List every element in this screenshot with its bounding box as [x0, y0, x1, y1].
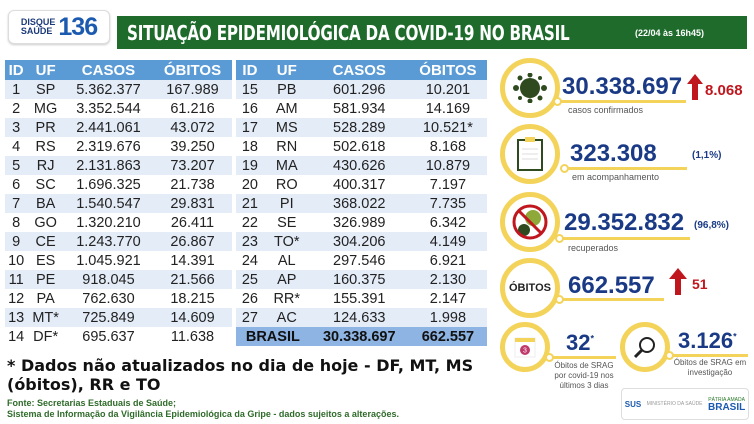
states-table-left: ID UF CASOS ÓBITOS 1 SP 5.362.377 167.989 2 MG 3.…: [5, 60, 232, 346]
table-row: 23 TO* 304.206 4.149: [236, 232, 487, 251]
table-row: 20 RO 400.317 7.197: [236, 175, 487, 194]
virus-icon: [500, 58, 560, 118]
government-logos: SUS MINISTÉRIO DA SAÚDE PÁTRIA AMADA BRAS…: [621, 388, 749, 420]
recovered-value: 29.352.832: [564, 209, 685, 236]
page-title: SITUAÇÃO EPIDEMIOLÓGICA DA COVID-19 NO B…: [127, 21, 570, 45]
confirmed-cases-value: 30.338.697: [562, 73, 683, 100]
new-cases-value: 8.068: [705, 82, 743, 99]
table-row: 5 RJ 2.131.863 73.207: [5, 156, 232, 175]
table-row: 17 MS 528.289 10.521*: [236, 118, 487, 137]
svg-text:3: 3: [523, 348, 527, 355]
magnifier-icon: [620, 322, 670, 372]
table-row: 12 PA 762.630 18.215: [5, 289, 232, 308]
total-row: BRASIL 30.338.697 662.557: [236, 327, 487, 346]
table-row: 24 AL 297.546 6.921: [236, 251, 487, 270]
table-row: 27 AC 124.633 1.998: [236, 308, 487, 327]
table-row: 3 PR 2.441.061 43.072: [5, 118, 232, 137]
new-deaths-value: 51: [692, 276, 708, 292]
report-date: (22/04 às 16h45): [635, 28, 705, 38]
table-row: 22 SE 326.989 6.342: [236, 213, 487, 232]
table-row: 21 PI 368.022 7.735: [236, 194, 487, 213]
table-row: 4 RS 2.319.676 39.250: [5, 137, 232, 156]
table-row: 9 CE 1.243.770 26.867: [5, 232, 232, 251]
footnote: * Dados não atualizados no dia de hoje -…: [7, 356, 474, 394]
table-row: 16 AM 581.934 14.169: [236, 99, 487, 118]
disque-saude-logo: DISQUE SAÚDE 136: [8, 10, 110, 44]
table-row: 18 RN 502.618 8.168: [236, 137, 487, 156]
table-row: 19 MA 430.626 10.879: [236, 156, 487, 175]
table-row: 14 DF* 695.637 11.638: [5, 327, 232, 346]
table-row: 6 SC 1.696.325 21.738: [5, 175, 232, 194]
deaths-value: 662.557: [568, 272, 655, 299]
table-row: 13 MT* 725.849 14.609: [5, 308, 232, 327]
arrow-up-icon: [687, 74, 703, 84]
title-banner: SITUAÇÃO EPIDEMIOLÓGICA DA COVID-19 NO B…: [117, 16, 747, 49]
no-virus-icon: [500, 192, 560, 252]
table-row: 2 MG 3.352.544 61.216: [5, 99, 232, 118]
calendar-icon: 3: [500, 322, 550, 372]
table-row: 10 ES 1.045.921 14.391: [5, 251, 232, 270]
table-row: 25 AP 160.375 2.130: [236, 270, 487, 289]
arrow-up-icon: [669, 268, 687, 279]
table-row: 8 GO 1.320.210 26.411: [5, 213, 232, 232]
table-row: 15 PB 601.296 10.201: [236, 80, 487, 99]
table-row: 1 SP 5.362.377 167.989: [5, 80, 232, 99]
deaths-badge: ÓBITOS: [500, 258, 560, 318]
monitoring-value: 323.308: [570, 140, 657, 167]
srag-investigation-value: 3.126*: [678, 328, 737, 353]
srag-3days-value: 32*: [566, 330, 594, 355]
source-note: Fonte: Secretarias Estaduais de Saúde; S…: [7, 398, 399, 419]
table-row: 11 PE 918.045 21.566: [5, 270, 232, 289]
clipboard-icon: [500, 124, 560, 184]
table-row: 7 BA 1.540.547 29.831: [5, 194, 232, 213]
table-row: 26 RR* 155.391 2.147: [236, 289, 487, 308]
states-table-right: ID UF CASOS ÓBITOS 15 PB 601.296 10.201 16 AM 581…: [236, 60, 487, 346]
